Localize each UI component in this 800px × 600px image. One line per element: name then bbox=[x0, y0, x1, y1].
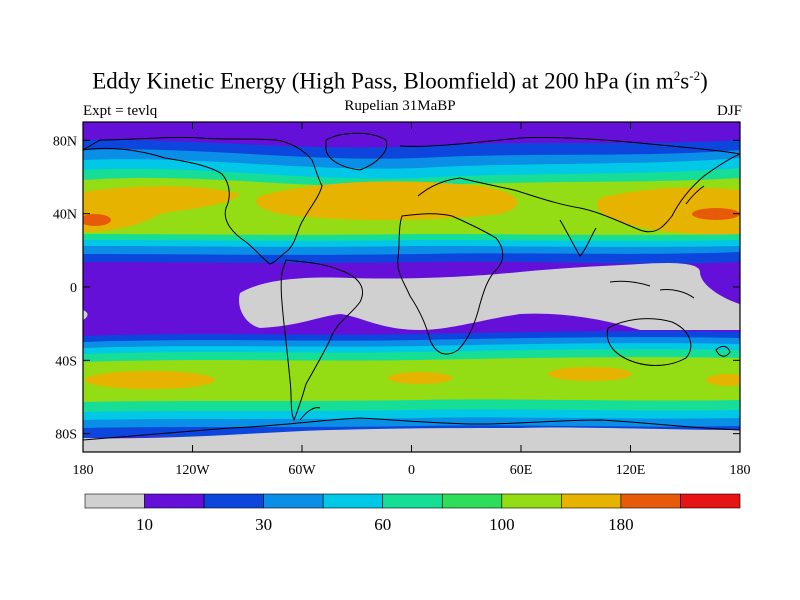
colorbar-label: 30 bbox=[255, 515, 272, 534]
longitude-axis: 180 120W 60W 0 60E 120E 180 bbox=[73, 122, 751, 478]
tropical-minimum bbox=[239, 262, 740, 330]
coast-south-america bbox=[280, 259, 363, 422]
lon-label: 60E bbox=[510, 463, 533, 478]
sh-core-2 bbox=[388, 372, 452, 384]
lon-label: 180 bbox=[730, 463, 751, 478]
map-subtitle: Rupelian 31MaBP bbox=[344, 98, 456, 114]
lon-label: 120E bbox=[616, 463, 646, 478]
map-title: Eddy Kinetic Energy (High Pass, Bloomfie… bbox=[92, 68, 708, 94]
small-minimum-west bbox=[83, 310, 88, 320]
coast-north-america bbox=[83, 136, 323, 265]
colorbar-swatch bbox=[501, 493, 562, 509]
nh-core-west bbox=[83, 186, 240, 232]
lat-label: 80S bbox=[55, 428, 77, 443]
lat-label: 40N bbox=[53, 208, 77, 223]
colorbar-label: 10 bbox=[136, 515, 153, 534]
lat-label: 40S bbox=[55, 354, 77, 369]
colorbar-swatch bbox=[441, 493, 503, 509]
coast-japan bbox=[685, 185, 705, 205]
colorbar: 10 30 60 100 180 bbox=[84, 493, 741, 534]
coast-new-zealand bbox=[715, 345, 731, 357]
coast-greenland bbox=[325, 132, 388, 171]
sh-core-4 bbox=[706, 374, 740, 386]
lon-label: 60W bbox=[288, 463, 316, 478]
season-label: DJF bbox=[716, 103, 742, 119]
coast-australia bbox=[606, 318, 692, 366]
nh-max-east bbox=[692, 208, 740, 220]
sh-core-1 bbox=[85, 371, 215, 389]
colorbar-swatch bbox=[144, 493, 205, 509]
coast-africa bbox=[397, 213, 504, 355]
colorbar-swatch bbox=[263, 493, 324, 509]
coast-indonesia bbox=[609, 280, 695, 299]
nh-max-west bbox=[83, 214, 111, 226]
energy-field bbox=[83, 122, 740, 452]
polar-minimum-south bbox=[83, 427, 740, 452]
colorbar-swatch bbox=[84, 493, 145, 509]
colorbar-label: 180 bbox=[608, 515, 634, 534]
experiment-label: Expt = tevlq bbox=[83, 103, 158, 119]
colorbar-swatch bbox=[322, 493, 384, 509]
colorbar-swatch bbox=[382, 493, 443, 509]
colorbar-swatch bbox=[680, 493, 741, 509]
latitude-axis: 80N 40N 0 40S 80S bbox=[53, 134, 740, 443]
lon-label: 180 bbox=[73, 463, 94, 478]
lat-label: 80N bbox=[53, 134, 77, 149]
lon-label: 0 bbox=[408, 463, 415, 478]
colorbar-swatch bbox=[561, 493, 622, 509]
sh-core-3 bbox=[548, 367, 632, 381]
colorbar-label: 100 bbox=[489, 515, 515, 534]
coastlines bbox=[83, 132, 740, 441]
coast-antarctic-peninsula bbox=[299, 407, 321, 421]
colorbar-swatch bbox=[620, 493, 681, 509]
lon-label: 120W bbox=[175, 463, 210, 478]
colorbar-swatch bbox=[203, 493, 264, 509]
colorbar-label: 60 bbox=[374, 515, 391, 534]
coast-antarctica bbox=[83, 417, 740, 441]
coast-eurasia bbox=[399, 136, 740, 233]
lat-label: 0 bbox=[70, 281, 77, 296]
nh-core-east bbox=[597, 187, 740, 235]
coast-india bbox=[559, 219, 597, 257]
nh-core-mid bbox=[256, 181, 518, 220]
